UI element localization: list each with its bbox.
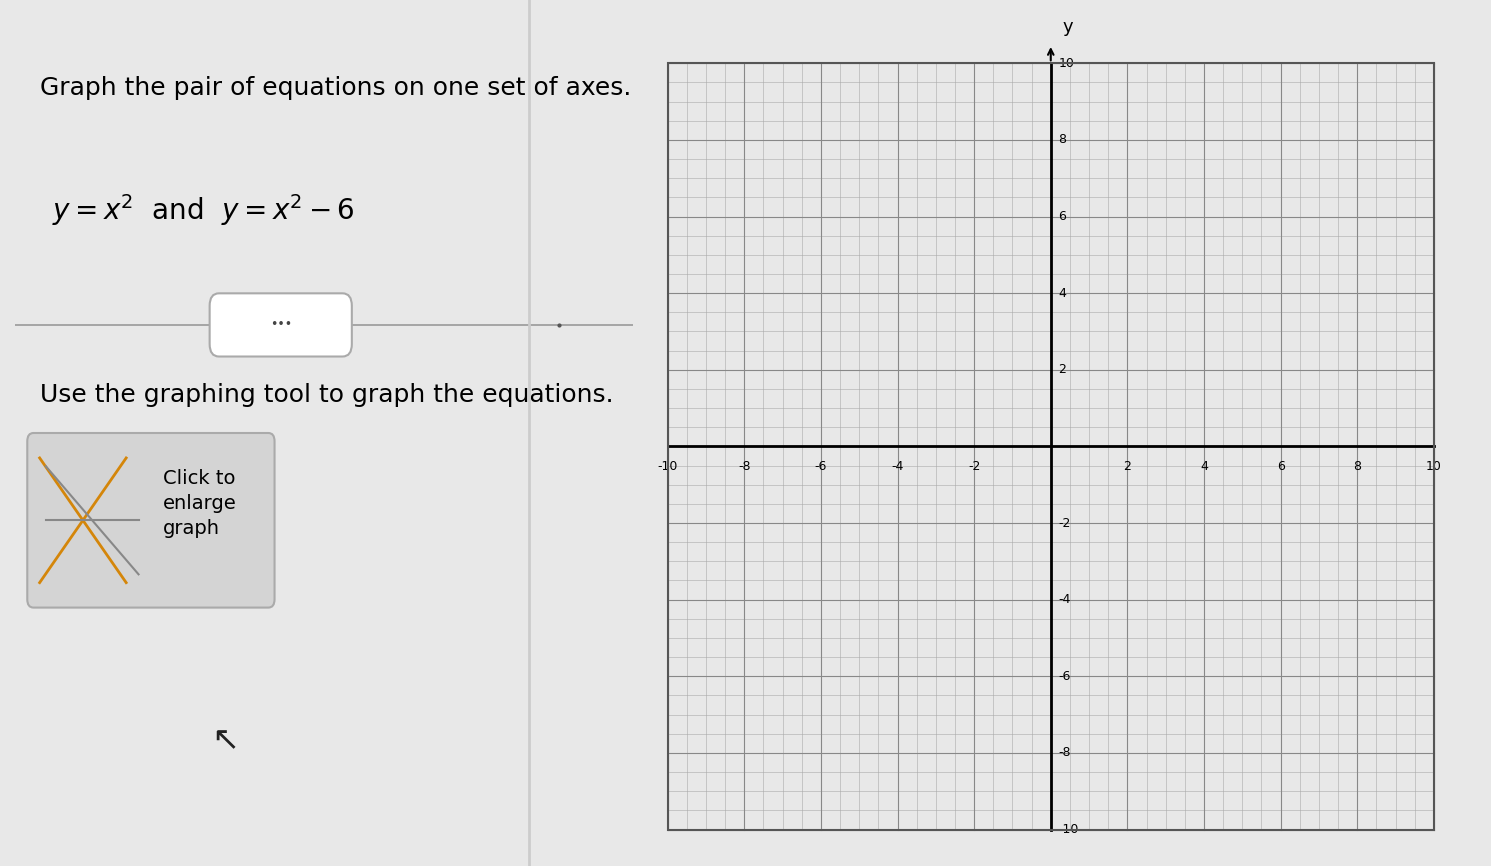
Text: -8: -8: [738, 460, 750, 473]
Text: -4: -4: [1059, 593, 1071, 606]
Text: -6: -6: [1059, 669, 1071, 682]
Text: Graph the pair of equations on one set of axes.: Graph the pair of equations on one set o…: [40, 75, 631, 100]
Text: 2: 2: [1059, 363, 1066, 377]
Text: $y = x^2$  and  $y = x^2 - 6$: $y = x^2$ and $y = x^2 - 6$: [52, 192, 355, 228]
Text: -10: -10: [1059, 823, 1079, 836]
Text: 8: 8: [1354, 460, 1361, 473]
Text: 4: 4: [1200, 460, 1208, 473]
Text: y: y: [1062, 18, 1074, 36]
Text: -4: -4: [892, 460, 904, 473]
Text: -8: -8: [1059, 746, 1071, 759]
Text: 8: 8: [1059, 133, 1066, 146]
Text: -10: -10: [658, 460, 678, 473]
Text: 6: 6: [1059, 210, 1066, 223]
FancyBboxPatch shape: [210, 294, 352, 357]
Text: -6: -6: [814, 460, 828, 473]
Text: 10: 10: [1059, 57, 1075, 70]
FancyBboxPatch shape: [27, 433, 274, 608]
Text: Use the graphing tool to graph the equations.: Use the graphing tool to graph the equat…: [40, 383, 613, 407]
Text: -2: -2: [968, 460, 980, 473]
Text: 6: 6: [1276, 460, 1285, 473]
Text: ↖: ↖: [212, 724, 239, 757]
Text: 2: 2: [1123, 460, 1132, 473]
Text: •••: •••: [270, 319, 292, 332]
Text: 10: 10: [1425, 460, 1442, 473]
Text: -2: -2: [1059, 516, 1071, 529]
Text: Click to
enlarge
graph: Click to enlarge graph: [164, 469, 237, 538]
Text: 4: 4: [1059, 287, 1066, 300]
